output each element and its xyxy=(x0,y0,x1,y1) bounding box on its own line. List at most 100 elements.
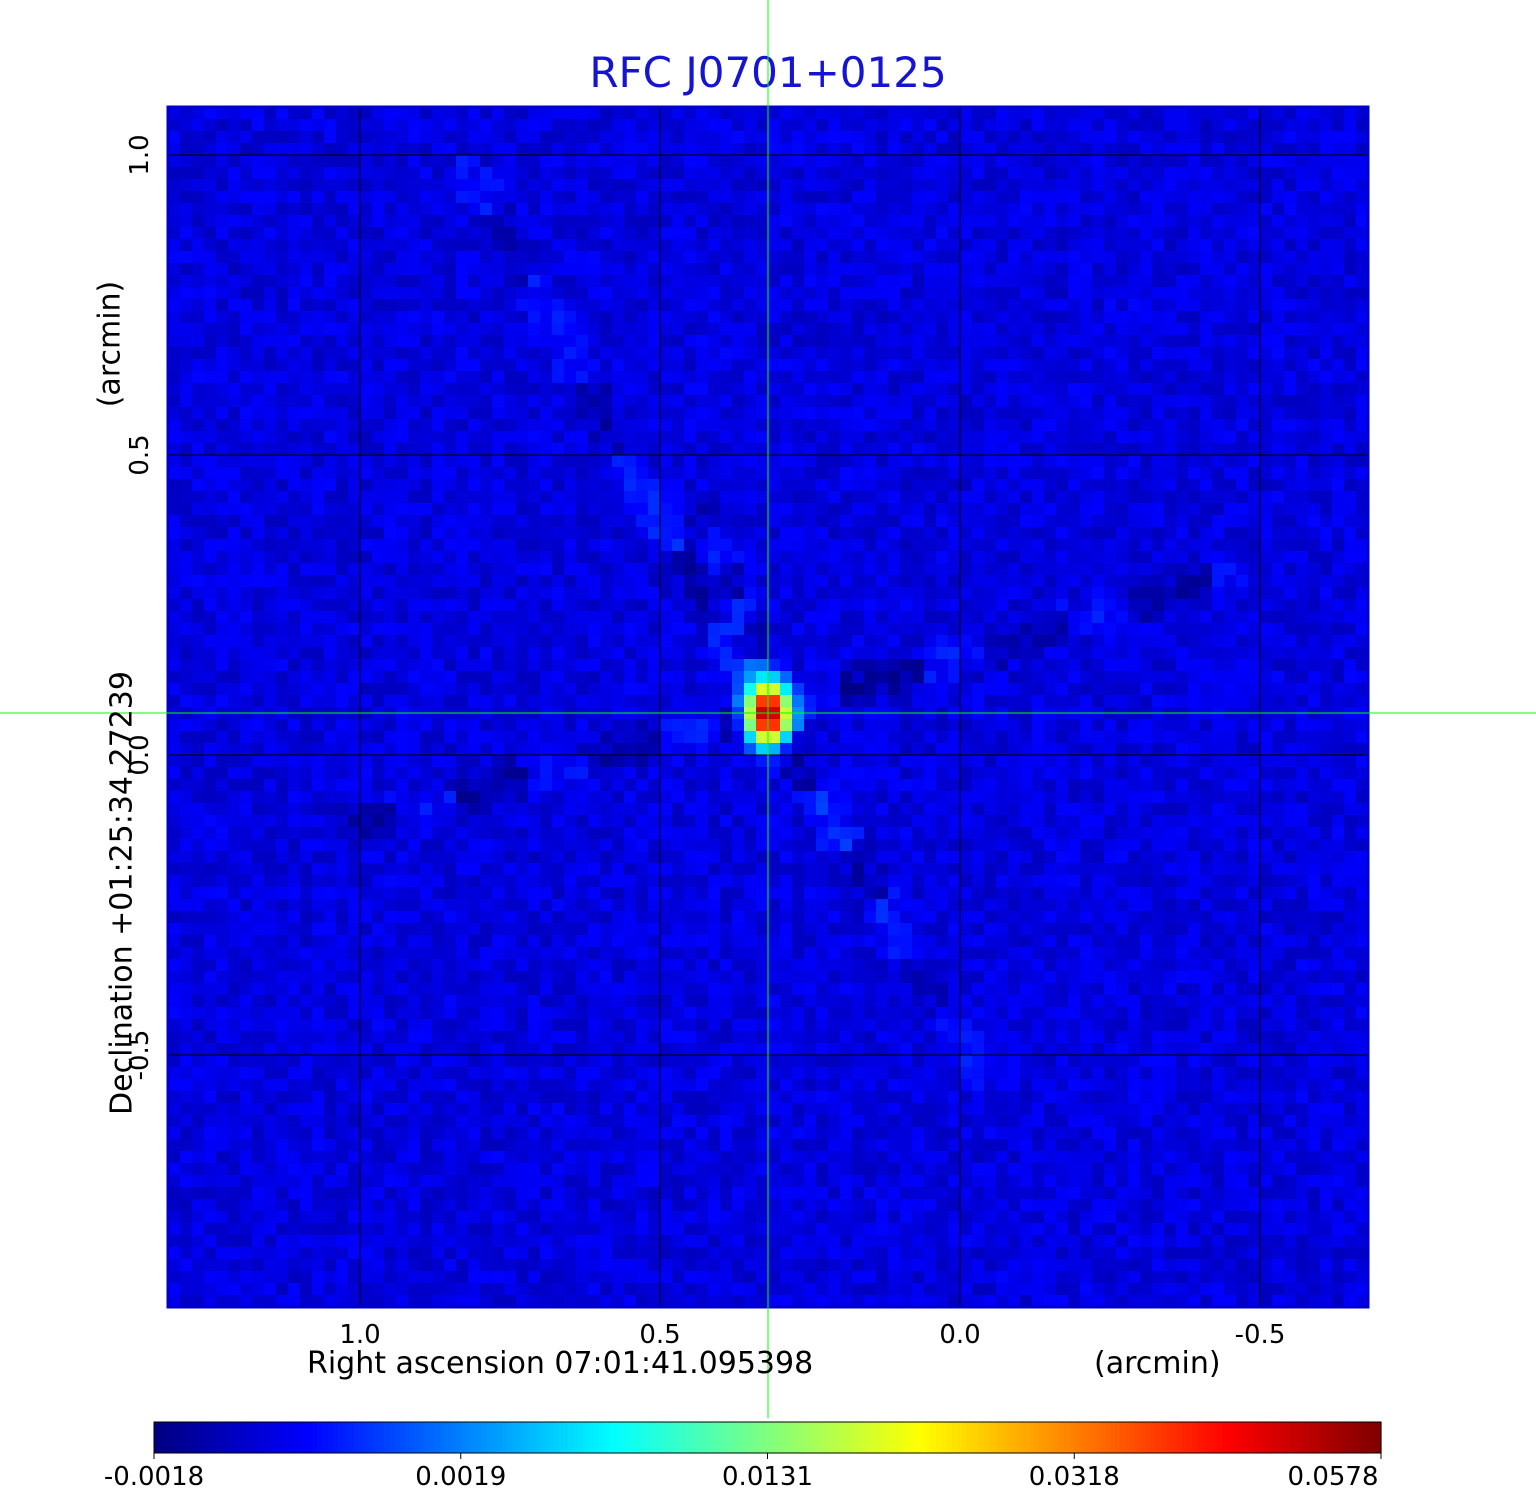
pixel-cell xyxy=(396,227,409,240)
pixel-cell xyxy=(876,383,889,396)
pixel-cell xyxy=(1236,467,1249,480)
pixel-cell xyxy=(504,347,517,360)
pixel-cell xyxy=(876,443,889,456)
pixel-cell xyxy=(1260,491,1273,504)
pixel-cell xyxy=(624,599,637,612)
pixel-cell xyxy=(756,323,769,336)
pixel-cell xyxy=(1164,431,1177,444)
pixel-cell xyxy=(1308,299,1321,312)
pixel-cell xyxy=(600,431,613,444)
pixel-cell xyxy=(432,659,445,672)
pixel-cell xyxy=(228,203,241,216)
pixel-cell xyxy=(744,383,757,396)
pixel-cell xyxy=(432,479,445,492)
pixel-cell xyxy=(960,623,973,636)
pixel-cell xyxy=(888,299,901,312)
pixel-cell xyxy=(1044,635,1057,648)
pixel-cell xyxy=(180,683,193,696)
pixel-cell xyxy=(492,491,505,504)
pixel-cell xyxy=(804,587,817,600)
pixel-cell xyxy=(588,647,601,660)
pixel-cell xyxy=(1020,191,1033,204)
pixel-cell xyxy=(1032,107,1045,120)
pixel-cell xyxy=(1188,239,1201,252)
pixel-cell xyxy=(276,299,289,312)
pixel-cell xyxy=(960,515,973,528)
pixel-cell xyxy=(1212,299,1225,312)
pixel-cell xyxy=(1104,215,1117,228)
pixel-cell xyxy=(1200,503,1213,516)
pixel-cell xyxy=(1212,239,1225,252)
pixel-cell xyxy=(708,359,721,372)
pixel-cell xyxy=(756,287,769,300)
pixel-cell xyxy=(864,599,877,612)
pixel-cell xyxy=(180,215,193,228)
pixel-cell xyxy=(660,107,673,120)
pixel-cell xyxy=(1296,575,1309,588)
pixel-cell xyxy=(204,335,217,348)
pixel-cell xyxy=(1188,311,1201,324)
pixel-cell xyxy=(984,263,997,276)
pixel-cell xyxy=(216,467,229,480)
pixel-cell xyxy=(300,371,313,384)
pixel-cell xyxy=(768,383,781,396)
pixel-cell xyxy=(576,251,589,264)
pixel-cell xyxy=(1200,479,1213,492)
pixel-cell xyxy=(672,191,685,204)
pixel-cell xyxy=(324,167,337,180)
pixel-cell xyxy=(1272,167,1285,180)
pixel-cell xyxy=(468,143,481,156)
pixel-cell xyxy=(1356,563,1369,576)
pixel-cell xyxy=(696,539,709,552)
pixel-cell xyxy=(1344,239,1357,252)
pixel-cell xyxy=(876,311,889,324)
pixel-cell xyxy=(816,371,829,384)
pixel-cell xyxy=(840,683,853,696)
pixel-cell xyxy=(528,695,541,708)
pixel-cell xyxy=(1092,419,1105,432)
pixel-cell xyxy=(1176,107,1189,120)
pixel-cell xyxy=(1092,143,1105,156)
pixel-cell xyxy=(1248,335,1261,348)
pixel-cell xyxy=(576,335,589,348)
pixel-cell xyxy=(1176,359,1189,372)
pixel-cell xyxy=(828,503,841,516)
pixel-cell xyxy=(1128,395,1141,408)
pixel-cell xyxy=(1212,179,1225,192)
pixel-cell xyxy=(816,311,829,324)
pixel-cell xyxy=(936,371,949,384)
pixel-cell xyxy=(432,155,445,168)
pixel-cell xyxy=(660,335,673,348)
pixel-cell xyxy=(180,179,193,192)
pixel-cell xyxy=(948,443,961,456)
pixel-cell xyxy=(336,599,349,612)
pixel-cell xyxy=(168,623,181,636)
pixel-cell xyxy=(1332,383,1345,396)
pixel-cell xyxy=(1164,539,1177,552)
pixel-cell xyxy=(1200,383,1213,396)
pixel-cell xyxy=(1068,311,1081,324)
pixel-cell xyxy=(780,623,793,636)
pixel-cell xyxy=(192,131,205,144)
pixel-cell xyxy=(744,263,757,276)
pixel-cell xyxy=(1176,479,1189,492)
pixel-cell xyxy=(360,611,373,624)
pixel-cell xyxy=(756,479,769,492)
pixel-cell xyxy=(1116,479,1129,492)
pixel-cell xyxy=(1032,251,1045,264)
pixel-cell xyxy=(456,239,469,252)
pixel-cell xyxy=(360,239,373,252)
pixel-cell xyxy=(372,587,385,600)
pixel-cell xyxy=(492,623,505,636)
pixel-cell xyxy=(624,503,637,516)
pixel-cell xyxy=(588,107,601,120)
pixel-cell xyxy=(168,323,181,336)
pixel-cell xyxy=(840,695,853,708)
pixel-cell xyxy=(300,527,313,540)
pixel-cell xyxy=(960,335,973,348)
pixel-cell xyxy=(852,155,865,168)
pixel-cell xyxy=(948,503,961,516)
pixel-cell xyxy=(828,107,841,120)
pixel-cell xyxy=(192,227,205,240)
pixel-cell xyxy=(336,323,349,336)
